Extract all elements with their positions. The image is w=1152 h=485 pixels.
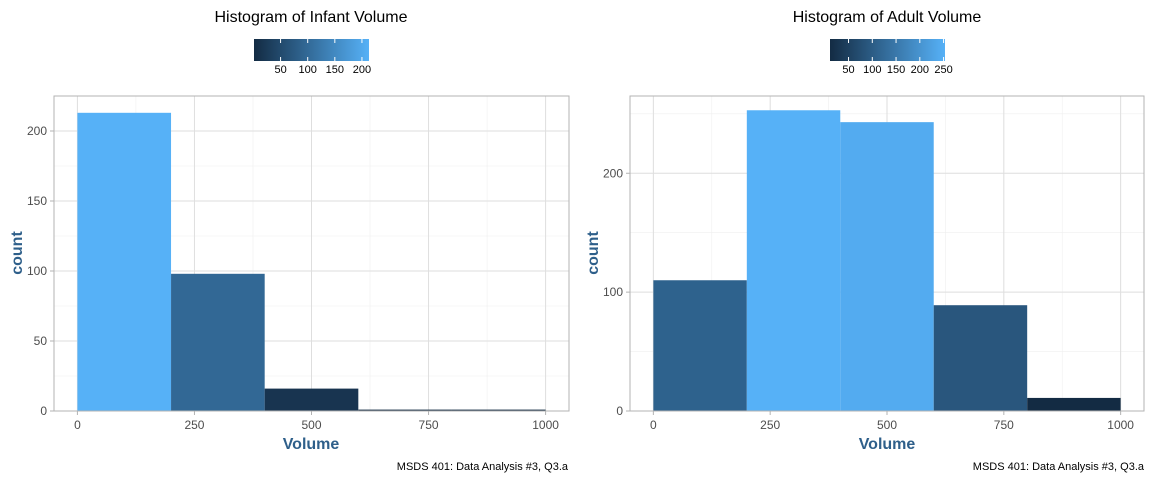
legend-tick-label: 200 <box>353 64 371 76</box>
x-tick-label: 1000 <box>1107 418 1134 432</box>
x-axis-ticks: 0 250 500 750 1000 <box>650 411 1134 432</box>
chart-title: Histogram of Adult Volume <box>793 9 982 26</box>
histogram-bar <box>264 388 359 411</box>
x-tick-label: 1000 <box>532 418 559 432</box>
chart-title: Histogram of Infant Volume <box>215 9 408 26</box>
y-tick-label: 200 <box>603 166 623 180</box>
histogram-bar <box>933 305 1028 411</box>
y-axis-label: count <box>9 231 26 275</box>
x-axis-label: Volume <box>283 436 340 453</box>
x-tick-label: 0 <box>74 418 81 432</box>
histogram-bar <box>1027 397 1121 411</box>
y-tick-label: 0 <box>40 404 47 418</box>
y-axis-ticks: 0 100 200 <box>603 166 630 418</box>
x-tick-label: 250 <box>184 418 204 432</box>
legend-tick-label: 100 <box>863 64 881 76</box>
x-tick-label: 250 <box>760 418 780 432</box>
legend-tick-label: 100 <box>299 64 317 76</box>
histogram-bar <box>77 112 172 412</box>
legend-colorbar <box>254 39 369 61</box>
y-tick-label: 0 <box>616 404 623 418</box>
x-tick-label: 500 <box>877 418 897 432</box>
y-tick-label: 50 <box>34 334 48 348</box>
histogram-bar <box>358 409 452 411</box>
y-tick-label: 100 <box>27 264 47 278</box>
x-tick-label: 0 <box>650 418 657 432</box>
y-tick-label: 200 <box>27 124 47 138</box>
legend-tick-label: 150 <box>326 64 344 76</box>
fill-legend: 50 100 150 200 <box>254 39 371 76</box>
bars <box>77 112 546 412</box>
bars <box>653 110 1121 411</box>
infant-volume-chart: Histogram of Infant Volume 50 100 150 200 0… <box>9 9 570 473</box>
caption: MSDS 401: Data Analysis #3, Q3.a <box>397 461 569 473</box>
x-axis-label: Volume <box>859 436 916 453</box>
legend-tick-label: 50 <box>842 64 854 76</box>
fill-legend: 50 100 150 200 250 <box>830 39 953 76</box>
x-tick-label: 500 <box>301 418 321 432</box>
histogram-bar <box>840 122 934 411</box>
legend-colorbar <box>830 39 945 61</box>
y-tick-label: 150 <box>27 194 47 208</box>
y-axis-ticks: 0 50 100 150 200 <box>27 124 54 418</box>
legend-tick-label: 50 <box>274 64 286 76</box>
y-tick-label: 100 <box>603 285 623 299</box>
x-tick-label: 750 <box>994 418 1014 432</box>
histogram-bar <box>746 110 841 411</box>
legend-tick-label: 250 <box>934 64 952 76</box>
x-tick-label: 750 <box>419 418 439 432</box>
caption: MSDS 401: Data Analysis #3, Q3.a <box>973 461 1145 473</box>
x-axis-ticks: 0 250 500 750 1000 <box>74 411 559 432</box>
histogram-bar <box>451 409 546 411</box>
y-axis-label: count <box>585 231 602 275</box>
histogram-bar <box>653 280 747 411</box>
adult-volume-chart: Histogram of Adult Volume 50 100 150 200 250… <box>585 9 1145 473</box>
legend-tick-label: 200 <box>911 64 929 76</box>
legend-tick-label: 150 <box>887 64 905 76</box>
histogram-bar <box>171 273 265 411</box>
